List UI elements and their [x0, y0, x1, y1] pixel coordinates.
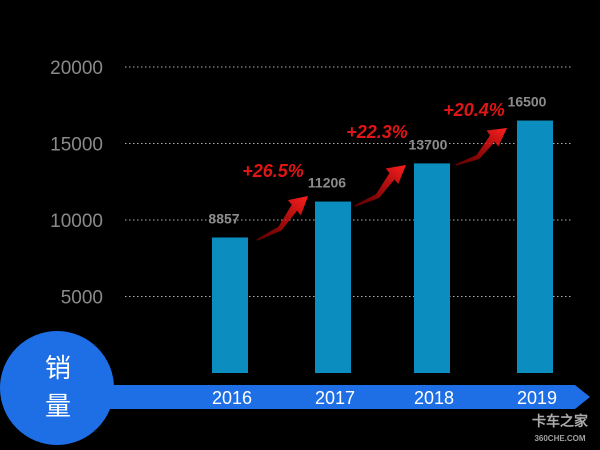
- watermark-brand: 卡车之家: [532, 413, 589, 430]
- growth-label-3: +20.4%: [443, 100, 505, 120]
- y-tick-label: 5000: [61, 288, 103, 309]
- growth-arrow-3: [455, 128, 507, 166]
- value-label-2018: 13700: [409, 136, 448, 152]
- value-label-2019: 16500: [508, 94, 547, 110]
- value-label-2017: 11206: [308, 175, 346, 191]
- y-axis-ticks: 5000 10000 15000 20000: [50, 58, 103, 309]
- bar-2018: [414, 163, 450, 373]
- growth-arrow-1: [256, 196, 308, 241]
- title-circle: [0, 331, 114, 445]
- y-tick-label: 20000: [50, 58, 103, 79]
- growth-arrow-2: [354, 165, 406, 207]
- y-tick-label: 10000: [50, 211, 103, 232]
- bars: 8857 11206 13700 16500: [208, 94, 553, 373]
- y-tick-label: 15000: [50, 135, 103, 156]
- growth-label-2: +22.3%: [346, 122, 408, 142]
- growth-arrows: +26.5% +22.3% +20.4%: [242, 100, 507, 241]
- x-tick-label-2019: 2019: [517, 388, 557, 408]
- growth-label-1: +26.5%: [242, 161, 304, 181]
- x-axis-band: 2016 2017 2018 2019: [70, 385, 590, 409]
- chart-title-badge: 销量: [0, 331, 114, 445]
- axis-band-arrowhead: [575, 385, 590, 409]
- axis-band: [70, 385, 575, 409]
- watermark-domain: 360CHE.COM: [534, 434, 585, 443]
- x-tick-label-2017: 2017: [315, 388, 355, 408]
- x-tick-label-2018: 2018: [414, 388, 454, 408]
- value-label-2016: 8857: [208, 210, 239, 226]
- watermark: 卡车之家 360CHE.COM: [532, 413, 589, 443]
- x-tick-label-2016: 2016: [212, 388, 252, 408]
- bar-2019: [517, 120, 553, 373]
- chart-title-line-1: 销: [45, 354, 71, 384]
- chart-title-line-2: 量: [45, 392, 71, 422]
- bar-2016: [212, 237, 248, 373]
- bar-2017: [315, 201, 351, 373]
